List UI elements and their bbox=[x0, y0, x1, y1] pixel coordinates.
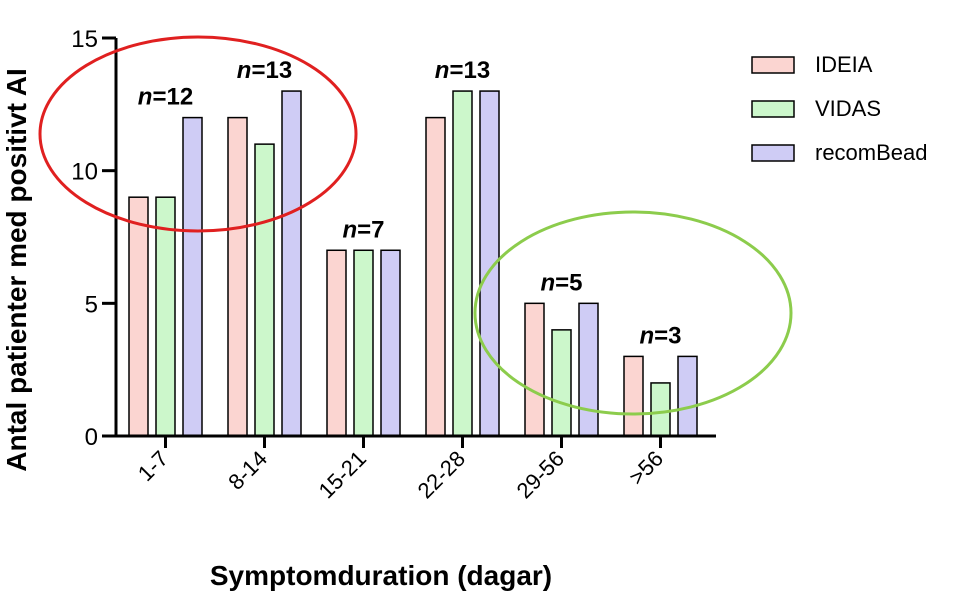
bar-recombead-5 bbox=[677, 355, 698, 437]
legend: IDEIA VIDAS recomBead bbox=[751, 52, 928, 165]
bar-ideia-1 bbox=[227, 116, 248, 437]
x-tick-label-5: >56 bbox=[624, 446, 668, 490]
legend-label-vidas: VIDAS bbox=[815, 96, 881, 121]
x-axis-title: Symptomduration (dagar) bbox=[210, 560, 552, 591]
bar-ideia-0 bbox=[128, 196, 149, 437]
bar-vidas-5 bbox=[650, 382, 671, 437]
y-tick-label-10: 10 bbox=[71, 159, 98, 186]
bar-vidas-4 bbox=[551, 329, 572, 437]
annotation-ellipse-0 bbox=[38, 35, 358, 233]
y-tick-label-15: 15 bbox=[71, 26, 98, 53]
y-tick-label-5: 5 bbox=[85, 291, 98, 318]
legend-swatch-ideia bbox=[751, 56, 795, 74]
legend-swatch-vidas bbox=[751, 100, 795, 118]
legend-swatch-recombead bbox=[751, 144, 795, 162]
bar-ideia-3 bbox=[425, 116, 446, 437]
bar-vidas-3 bbox=[452, 90, 473, 437]
group-n-label-0: n=12 bbox=[138, 84, 193, 111]
x-tick-label-4: 29-56 bbox=[512, 446, 569, 503]
bar-recombead-2 bbox=[380, 249, 401, 437]
legend-label-recombead: recomBead bbox=[815, 140, 928, 165]
x-tick-label-3: 22-28 bbox=[413, 446, 470, 503]
y-tick-label-0: 0 bbox=[85, 424, 98, 451]
bar-ideia-2 bbox=[326, 249, 347, 437]
bar-recombead-4 bbox=[578, 302, 599, 437]
group-n-label-2: n=7 bbox=[342, 216, 384, 243]
bar-ideia-5 bbox=[623, 355, 644, 437]
annotation-ellipses bbox=[38, 35, 793, 416]
bar-vidas-1 bbox=[254, 143, 275, 437]
annotation-ellipse-1 bbox=[473, 210, 793, 416]
y-axis-title: Antal patienter med positivt AI bbox=[1, 68, 32, 471]
x-tick-label-2: 15-21 bbox=[314, 446, 371, 503]
bar-vidas-2 bbox=[353, 249, 374, 437]
bar-recombead-0 bbox=[182, 116, 203, 437]
x-tick-label-0: 1-7 bbox=[133, 446, 173, 486]
x-tick-label-1: 8-14 bbox=[223, 446, 272, 495]
group-n-label-1: n=13 bbox=[237, 57, 292, 84]
group-n-label-5: n=3 bbox=[639, 322, 681, 349]
bars-layer bbox=[128, 90, 698, 437]
group-n-label-3: n=13 bbox=[435, 57, 490, 84]
group-n-label-4: n=5 bbox=[540, 269, 582, 296]
bar-recombead-1 bbox=[281, 90, 302, 437]
group-n-labels: n=12 n=13 n=7 n=13 n=5 n=3 bbox=[138, 57, 682, 349]
legend-label-ideia: IDEIA bbox=[815, 52, 873, 77]
bar-vidas-0 bbox=[155, 196, 176, 437]
axes-layer bbox=[114, 38, 716, 438]
bar-ideia-4 bbox=[524, 302, 545, 437]
